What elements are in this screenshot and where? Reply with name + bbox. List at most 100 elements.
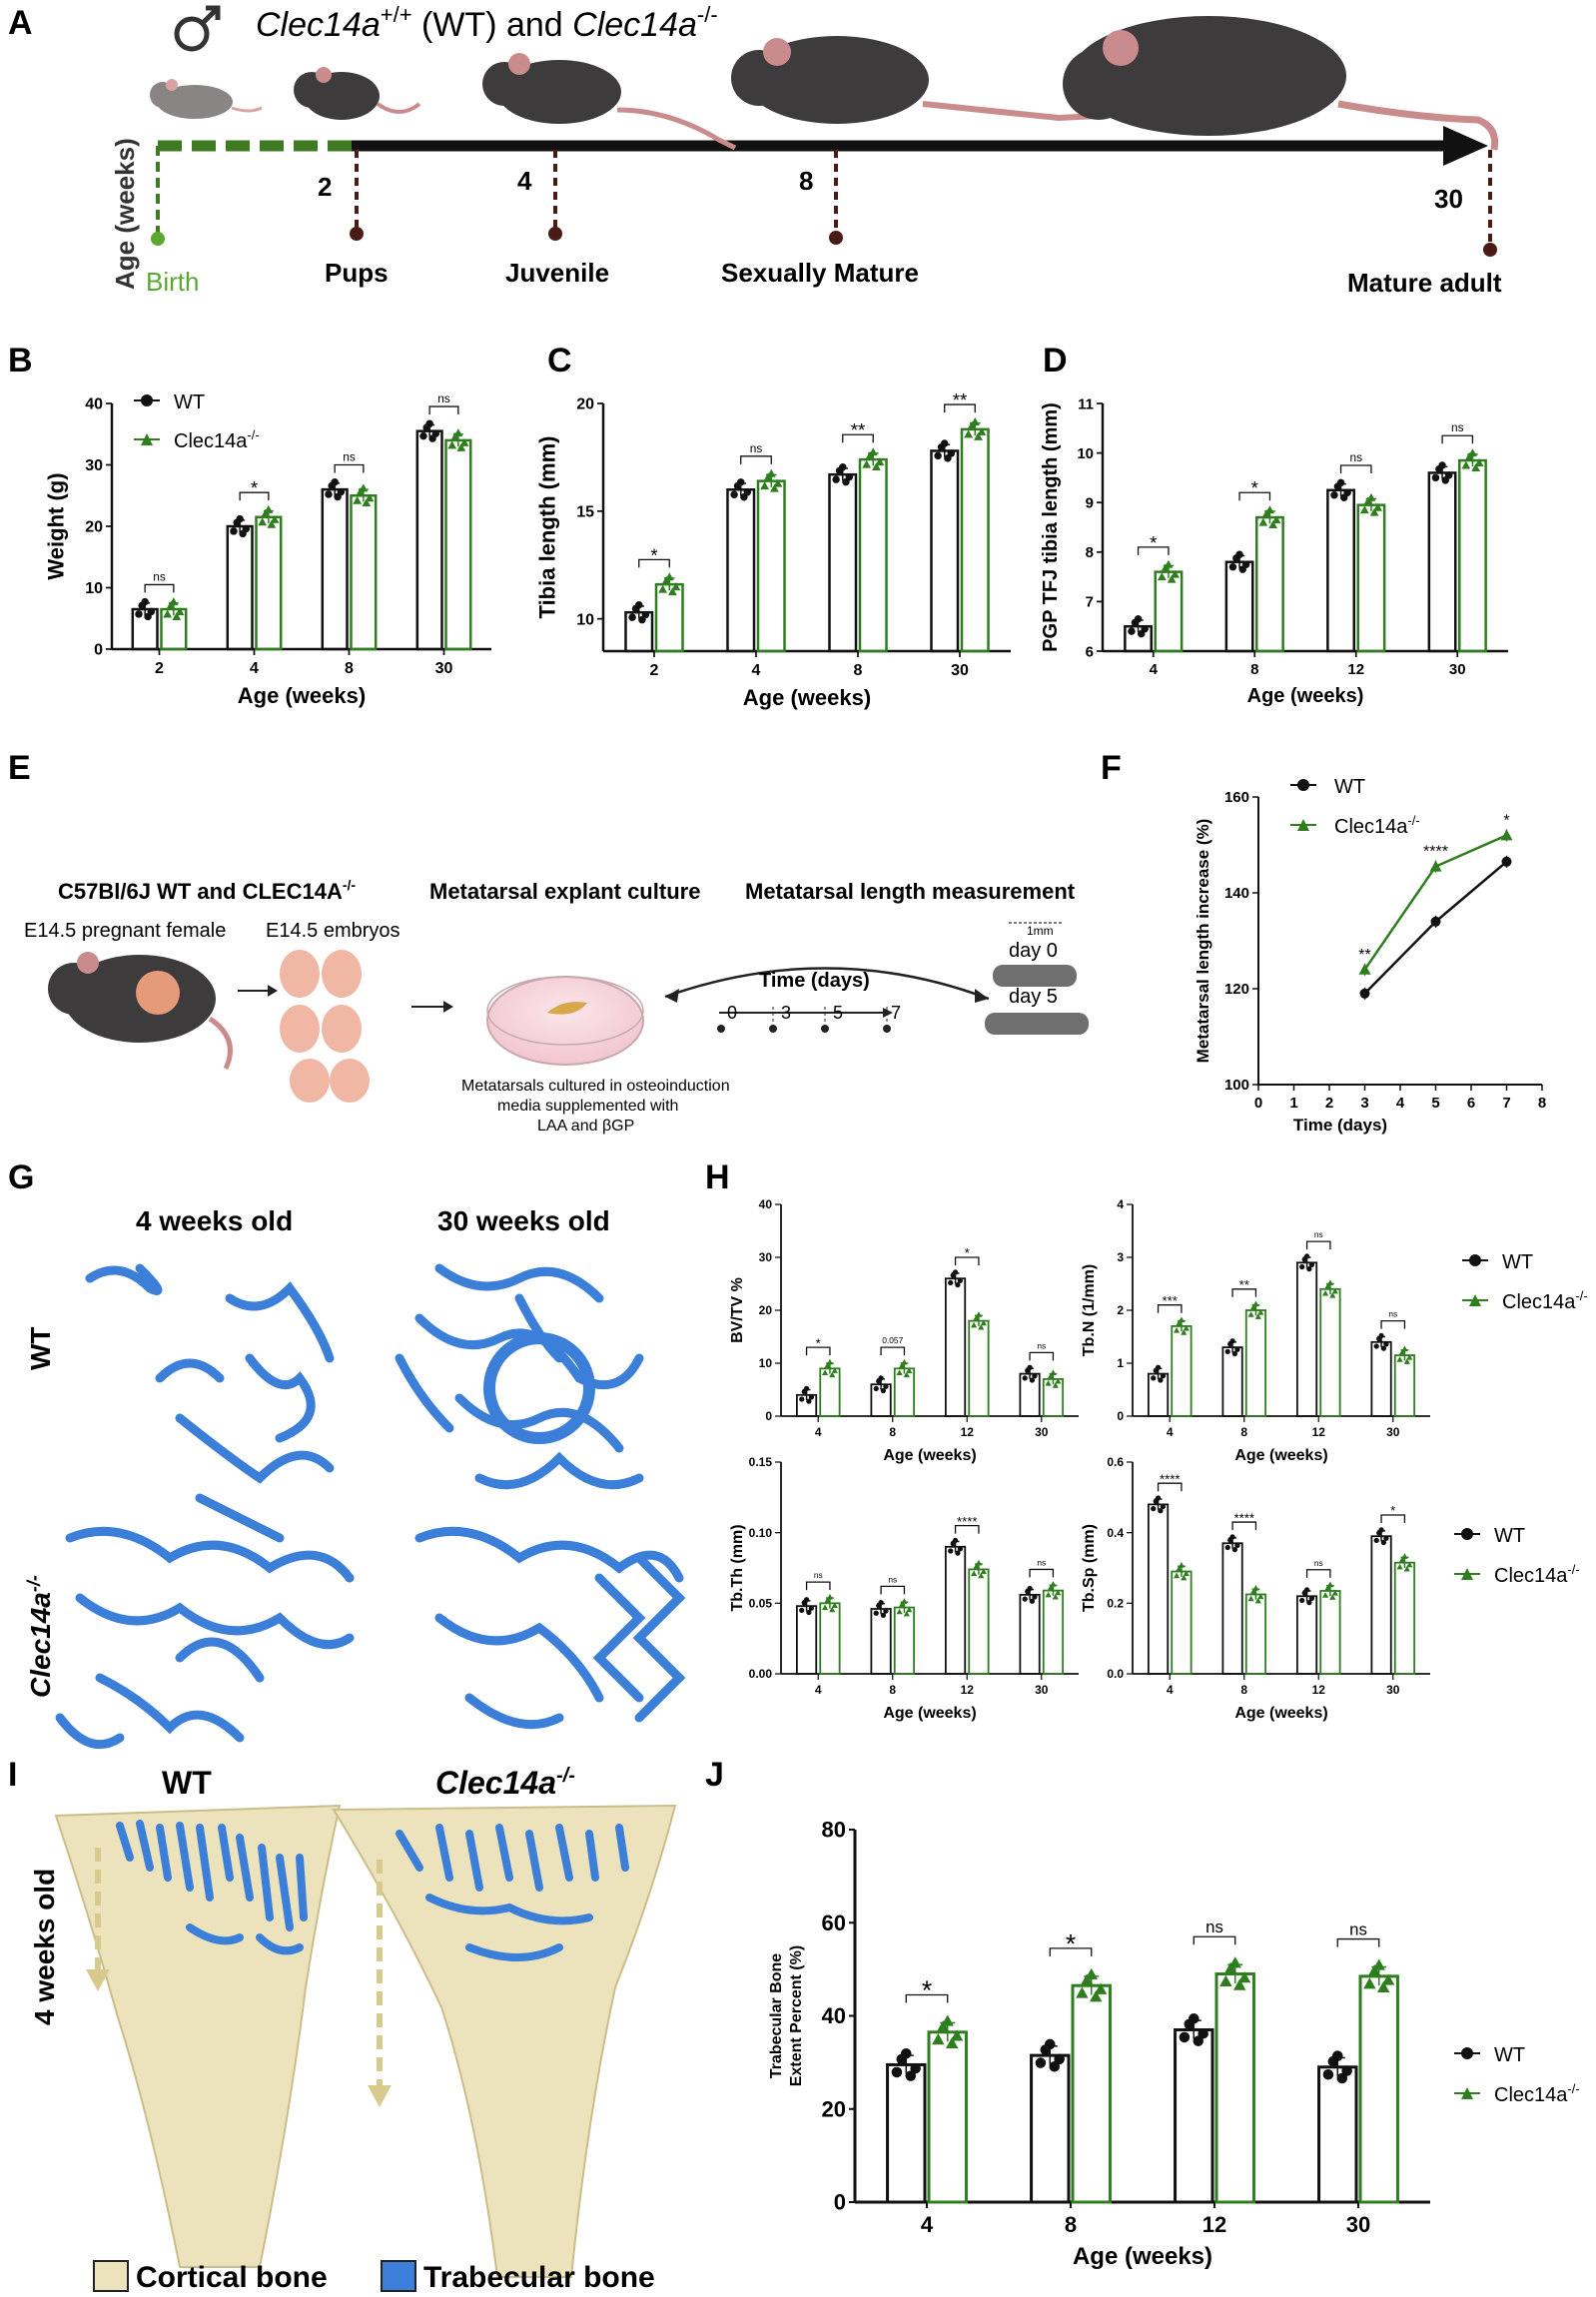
bar-ko-8 xyxy=(858,457,888,653)
bar-wt-8 xyxy=(1221,1346,1243,1417)
data-point-ko xyxy=(661,576,671,584)
data-point-wt xyxy=(876,1378,882,1384)
data-point-wt xyxy=(948,1548,954,1554)
data-point-ko xyxy=(773,478,783,487)
data-point-ko xyxy=(975,1311,983,1317)
x-tick-label: 30 xyxy=(1035,1425,1049,1439)
time-point-3: 3 xyxy=(769,1003,791,1033)
data-point-wt xyxy=(730,490,738,498)
y-tick-label: 0 xyxy=(1117,1409,1124,1423)
significance-bracket xyxy=(1029,1568,1055,1578)
x-axis-label: Age (weeks) xyxy=(1234,1705,1327,1722)
trabecular-legend-label: Trabecular bone xyxy=(423,2261,655,2294)
data-point-ko xyxy=(829,1606,836,1613)
y-tick-label: 0 xyxy=(834,2190,846,2215)
svg-text:5: 5 xyxy=(833,1003,843,1023)
significance-bracket xyxy=(1441,434,1474,444)
bar-wt-30 xyxy=(1427,471,1457,653)
data-point-ko xyxy=(1363,1977,1376,1989)
data-point-wt xyxy=(1151,1375,1157,1381)
data-point-ko xyxy=(1052,1593,1059,1600)
mouse-8wk-icon xyxy=(731,36,1100,124)
significance-label: *** xyxy=(1163,1293,1178,1308)
data-point-wt xyxy=(1308,1261,1315,1268)
chart-j: 0 20 40 60 80 4 * 8 * 12 ns 30 ns Age (weeks) Trabecul… xyxy=(768,1818,1430,2270)
data-point-ko xyxy=(865,450,875,459)
bar-wt-8 xyxy=(321,487,349,651)
data-point-ko xyxy=(172,611,182,620)
panel-label-b: B xyxy=(8,342,33,380)
data-point-wt xyxy=(910,2062,921,2074)
birth-dot xyxy=(151,232,165,246)
bar-wt-4 xyxy=(1147,1503,1170,1675)
y-tick-label: 1 xyxy=(1117,1356,1124,1370)
significance-bracket xyxy=(239,491,270,501)
data-point-ko xyxy=(1396,1356,1403,1362)
stage-label-sexually-mature: Sexually Mature xyxy=(721,258,919,288)
y-tick-label: 15 xyxy=(576,503,594,520)
data-point-wt xyxy=(422,423,430,431)
bar-wt-12 xyxy=(944,1545,967,1675)
panel-e-measure-title: Metatarsal length measurement xyxy=(745,879,1076,904)
data-point-ko xyxy=(1176,1319,1183,1326)
data-point-wt xyxy=(1227,1537,1233,1543)
data-point-wt xyxy=(957,1546,964,1552)
data-point-ko xyxy=(1232,1978,1246,1990)
significance-bracket xyxy=(1339,464,1372,473)
data-point-ko xyxy=(862,459,872,468)
data-point-ko xyxy=(1045,1591,1052,1598)
chart-d: 6 7 8 9 10 11 4 * 8 * 12 ns 30 ns Age (weeks) PGP TFJ t… xyxy=(1040,395,1508,707)
stage-pups: 2 Pups xyxy=(318,150,389,288)
significance-label: * xyxy=(1390,1503,1395,1518)
x-tick-label: 3 xyxy=(1360,1095,1368,1112)
day5-label: day 5 xyxy=(1009,986,1058,1008)
x-tick-label: 4 xyxy=(921,2212,934,2237)
bar-ko-30 xyxy=(444,438,472,651)
bar-ko-30 xyxy=(1358,1974,1399,2204)
significance-label: ns xyxy=(1037,1557,1046,1567)
significance-bracket xyxy=(1238,491,1271,501)
data-point-wt xyxy=(944,454,952,462)
x-tick-label: 8 xyxy=(345,660,354,677)
panel-e-culture-note-3: LAA and βGP xyxy=(537,1118,634,1135)
data-point-wt xyxy=(1234,1346,1240,1352)
data-point-wt xyxy=(1032,1594,1038,1600)
data-point-ko xyxy=(763,472,773,481)
x-tick-label: 12 xyxy=(1312,1425,1326,1439)
svg-text:3: 3 xyxy=(781,1003,791,1023)
significance-label: * xyxy=(1150,532,1157,553)
data-point-ko xyxy=(898,1362,906,1368)
legend-j-ko: Clec14a-/- xyxy=(1494,2081,1580,2106)
data-point-wt xyxy=(1025,1589,1031,1595)
data-point-ko xyxy=(166,600,176,609)
x-tick-label: 8 xyxy=(889,1683,896,1697)
data-point-wt xyxy=(1179,2031,1191,2043)
significance-label: **** xyxy=(1233,1510,1254,1525)
bar-ko-4 xyxy=(819,1602,841,1675)
trabecular-overlay-wt xyxy=(116,1820,308,1955)
significance-label: ns xyxy=(888,1574,897,1584)
data-point-wt xyxy=(1327,2055,1339,2067)
data-point-wt xyxy=(1234,1542,1240,1549)
data-point-ko xyxy=(967,420,977,429)
legend-f-wt: WT xyxy=(1334,776,1365,798)
panel-g-row1: WT xyxy=(25,1326,56,1370)
data-point-ko xyxy=(1331,1287,1338,1294)
data-point-wt xyxy=(1022,1596,1028,1602)
data-point-wt xyxy=(1184,2018,1196,2030)
legend-b-wt: WT xyxy=(174,391,205,413)
bar-ko-8 xyxy=(1071,1983,1112,2204)
trabecular-overlay-ko xyxy=(396,1824,629,1961)
data-point-ko xyxy=(975,1559,983,1566)
data-point-ko xyxy=(1429,860,1442,872)
data-point-ko xyxy=(903,1610,910,1617)
data-point-wt xyxy=(1238,565,1246,573)
data-point-ko xyxy=(824,1362,831,1368)
data-point-ko xyxy=(1247,1311,1254,1317)
data-point-wt xyxy=(1383,1341,1389,1347)
data-point-ko xyxy=(1461,460,1471,469)
metatarsal-day5-icon xyxy=(985,1013,1089,1035)
metatarsal-scale-bar: 1mm xyxy=(1009,922,1063,938)
